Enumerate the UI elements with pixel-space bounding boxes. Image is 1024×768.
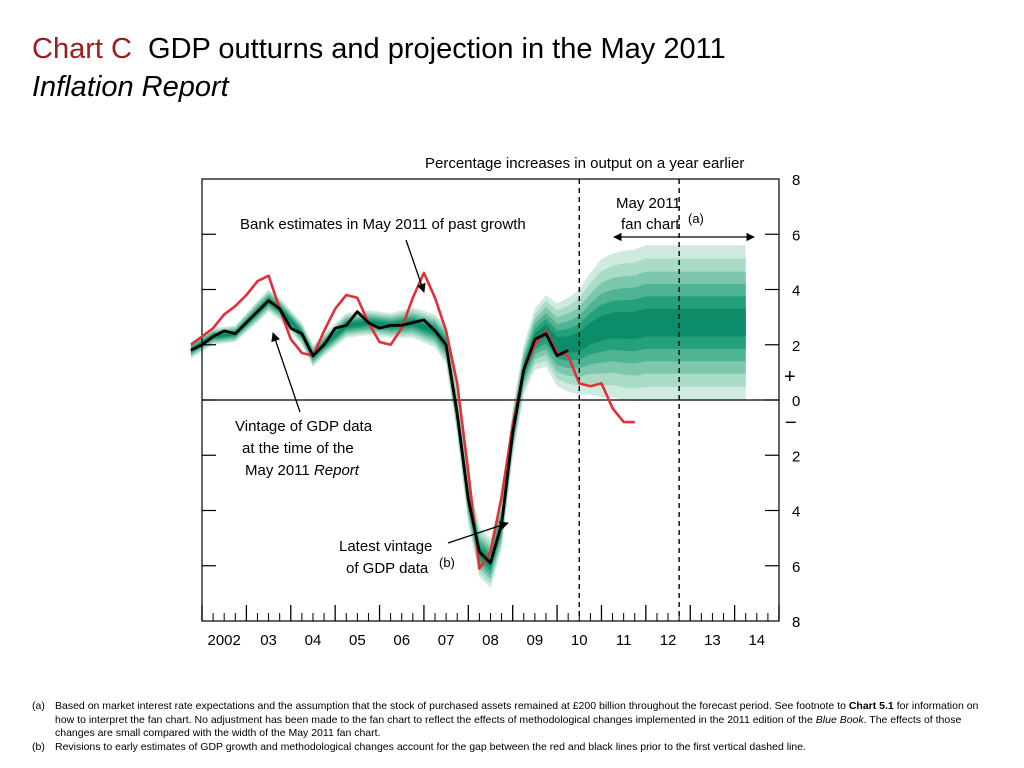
title-sub: Inflation Report <box>32 71 229 103</box>
footnote-a: (a) Based on market interest rate expect… <box>32 700 979 739</box>
sign-plus: + <box>784 366 796 388</box>
fan-label-line1: May 2011 <box>616 195 681 212</box>
annotation-vintage-1: Vintage of GDP data <box>235 418 373 435</box>
x-tick-label: 12 <box>660 632 677 649</box>
x-tick-label: 14 <box>748 632 765 649</box>
x-tick-label: 13 <box>704 632 721 649</box>
footnotes: (a) Based on market interest rate expect… <box>32 700 992 754</box>
title-main: GDP outturns and projection in the May 2… <box>148 33 726 65</box>
sign-minus: − <box>785 412 797 434</box>
x-tick-label: 09 <box>527 632 544 649</box>
x-tick-label: 07 <box>438 632 455 649</box>
arrow-bank-estimates <box>405 239 426 293</box>
y-tick-label: 2 <box>792 448 800 465</box>
annotation-latest-1: Latest vintage <box>339 538 432 555</box>
fan-band-4 <box>190 284 746 576</box>
y-tick-label: 8 <box>792 172 800 189</box>
x-tick-label: 03 <box>260 632 277 649</box>
annotation-latest-2: of GDP data <box>346 560 429 577</box>
fan-label-note: (a) <box>688 211 704 226</box>
annotation-bank-estimates: Bank estimates in May 2011 of past growt… <box>240 216 526 233</box>
y-tick-label: 8 <box>792 614 800 631</box>
chart-title: Percentage increases in output on a year… <box>425 155 744 172</box>
x-tick-label: 04 <box>305 632 322 649</box>
y-tick-label: 6 <box>792 227 800 244</box>
x-tick-label: 2002 <box>208 632 241 649</box>
fan-band-6 <box>190 298 746 568</box>
annotation-latest-note: (b) <box>439 555 455 570</box>
series-layer <box>190 271 635 570</box>
x-tick-label: 06 <box>393 632 410 649</box>
series-line-may-2011-vintage <box>190 299 569 565</box>
x-tick-label: 11 <box>616 632 632 649</box>
y-tick-label: 4 <box>792 283 800 300</box>
y-tick-label: 0 <box>792 393 800 410</box>
footnote-key: (b) <box>32 740 45 753</box>
slide-title: Chart C GDP outturns and projection in t… <box>32 30 726 106</box>
arrow-vintage <box>271 332 301 413</box>
footnote-b: (b) Revisions to early estimates of GDP … <box>32 740 806 753</box>
fan-label-line2: fan chart <box>621 216 680 233</box>
x-tick-label: 10 <box>571 632 588 649</box>
y-tick-label: 2 <box>792 338 800 355</box>
arrow-latest <box>447 521 509 544</box>
axis-layer: 8 6 4 2 0 2 4 6 8 + − 2002 03 04 05 06 07 08 09 10 11 12 13 14 <box>201 172 800 649</box>
x-tick-label: 08 <box>482 632 499 649</box>
y-tick-label: 4 <box>792 504 800 521</box>
chart-tag: Chart C <box>32 33 132 65</box>
y-tick-label: 6 <box>792 559 800 576</box>
annotation-vintage-3: May 2011 Report <box>245 462 360 479</box>
footnote-key: (a) <box>32 700 45 712</box>
x-tick-label: 05 <box>349 632 366 649</box>
annotation-vintage-2: at the time of the <box>242 440 354 457</box>
